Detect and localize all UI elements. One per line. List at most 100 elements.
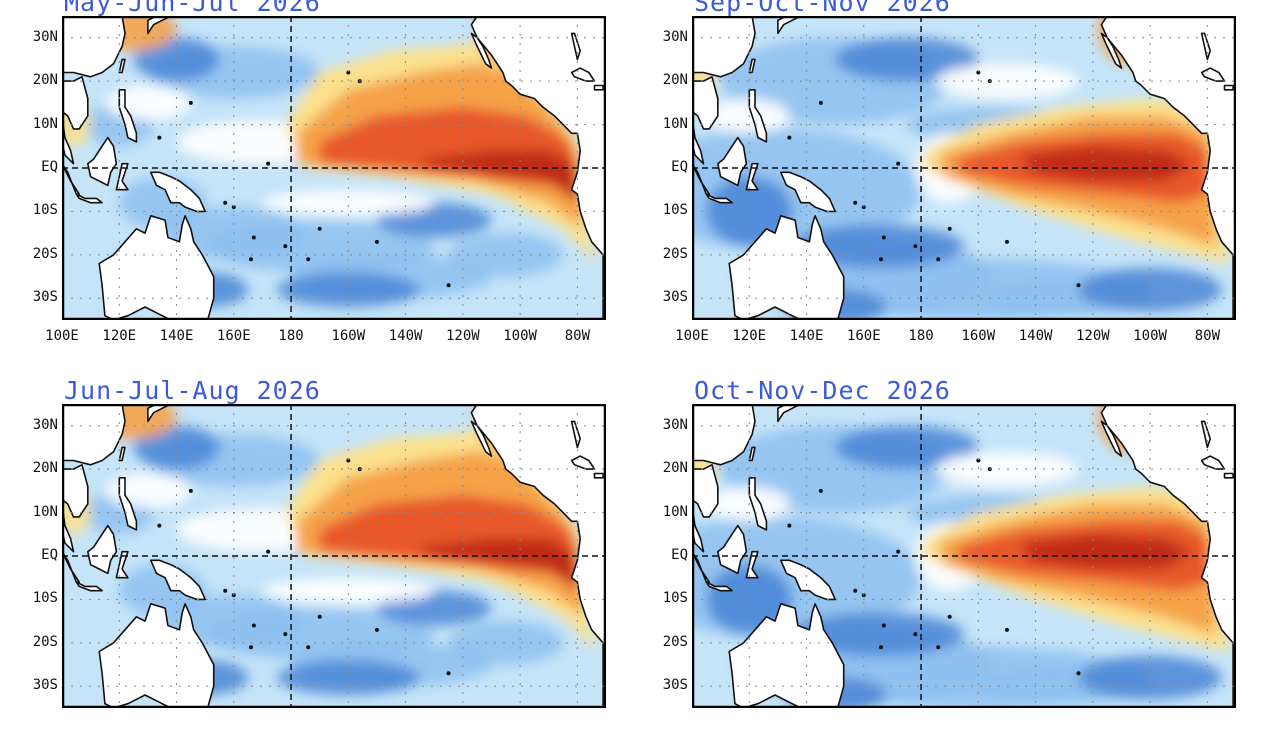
map-frame [62, 404, 606, 708]
island [1004, 239, 1009, 244]
island [881, 235, 886, 240]
lon-tick-label: 100W [503, 328, 537, 344]
island [157, 135, 162, 140]
lon-tick-label: 140W [1018, 328, 1053, 344]
lon-tick-label: 120W [1075, 328, 1110, 344]
landmass [1223, 472, 1234, 479]
island [283, 244, 288, 249]
landmass [118, 477, 138, 531]
island [1004, 627, 1009, 632]
lat-tick-label: 10S [662, 590, 688, 607]
panel-title: Sep-Oct-Nov 2026 [694, 0, 951, 17]
landmass [1100, 420, 1123, 457]
landmass [150, 559, 206, 601]
landmass [62, 161, 81, 195]
landmass [593, 472, 604, 479]
lon-tick-label: 180 [908, 328, 934, 344]
lon-tick-label: 80W [1194, 328, 1221, 344]
lat-tick-label: 10S [662, 202, 688, 219]
island [936, 257, 941, 262]
landmass [728, 215, 845, 320]
island [818, 488, 823, 493]
lon-tick-label: 100W [1133, 328, 1167, 344]
island [283, 632, 288, 637]
lon-tick-label: 160W [331, 328, 366, 344]
lat-tick-label: 10N [662, 115, 688, 132]
lat-tick-label: 30N [662, 416, 688, 433]
landmass [593, 84, 604, 91]
lon-tick-label: 100E [45, 328, 79, 344]
island [223, 588, 228, 593]
island [976, 70, 981, 75]
grid [62, 16, 606, 320]
lat-tick-label: 30N [32, 416, 58, 433]
island [818, 100, 823, 105]
island [1076, 283, 1081, 288]
landmass [62, 404, 126, 466]
island [346, 70, 351, 75]
landmass [118, 58, 126, 74]
lat-tick-label: 30S [662, 677, 688, 694]
landmass [748, 446, 756, 462]
landmass [780, 171, 836, 213]
landmass [62, 549, 81, 583]
landmass [98, 603, 215, 708]
landmass [98, 215, 215, 320]
panel-title: Oct-Nov-Dec 2026 [694, 376, 951, 405]
lat-tick-label: 30S [662, 289, 688, 306]
lat-tick-label: 30N [662, 28, 688, 45]
lat-tick-label: EQ [41, 547, 58, 563]
landmass [705, 581, 733, 592]
island [878, 645, 883, 650]
lon-tick-label: 160E [216, 328, 251, 344]
lat-tick-label: 10N [662, 503, 688, 520]
island [248, 645, 253, 650]
island [976, 458, 981, 463]
island [248, 257, 253, 262]
lon-tick-label: 160E [846, 328, 881, 344]
landmass [570, 420, 582, 449]
island [947, 226, 952, 231]
landmass [748, 477, 768, 531]
island [881, 623, 886, 628]
map-frame [692, 16, 1236, 320]
island [936, 645, 941, 650]
island [251, 623, 256, 628]
map-frame [692, 404, 1236, 708]
coastlines [62, 404, 606, 708]
anomaly-field [692, 16, 1236, 320]
lat-tick-label: 10S [32, 202, 58, 219]
landmass [728, 603, 845, 708]
lon-tick-label: 100E [675, 328, 709, 344]
island [231, 593, 236, 598]
island [896, 549, 901, 554]
island [223, 200, 228, 205]
island [913, 244, 918, 249]
landmass [115, 162, 129, 191]
island [861, 205, 866, 210]
landmass [692, 463, 719, 553]
panel-sep-oct-nov: Sep-Oct-Nov 2026 30N 20N 10N EQ 10S 20S 30S 10… [630, 0, 1270, 360]
island [188, 488, 193, 493]
landmass [1100, 32, 1123, 69]
grid [692, 404, 1236, 708]
landmass [118, 446, 126, 462]
lat-tick-label: 20S [32, 245, 58, 262]
lat-tick-label: 20N [32, 72, 58, 89]
landmass [62, 16, 126, 78]
lat-tick-label: 10N [32, 115, 58, 132]
landmass [86, 136, 118, 187]
island [787, 523, 792, 528]
lat-tick-label: 30S [32, 677, 58, 694]
lat-tick-label: EQ [671, 547, 688, 563]
lat-tick-label: 10N [32, 503, 58, 520]
lat-tick-label: 20S [32, 633, 58, 650]
grid [692, 16, 1236, 320]
coastlines [692, 16, 1236, 320]
landmass [75, 581, 103, 592]
lat-tick-label: 30N [32, 28, 58, 45]
landmass [780, 559, 836, 601]
island [787, 135, 792, 140]
